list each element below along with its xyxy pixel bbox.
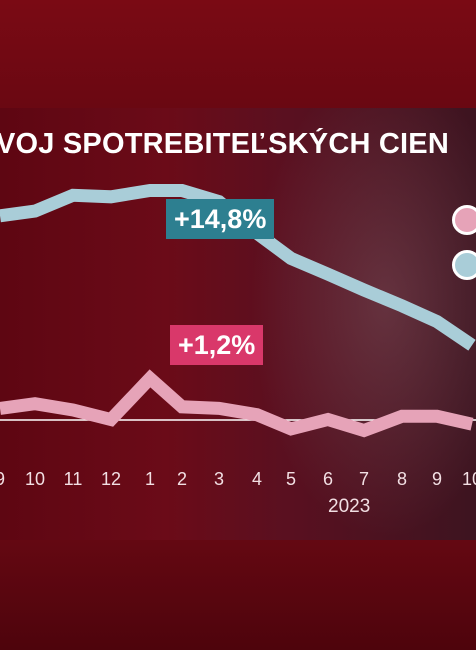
x-tick-label: 10 xyxy=(25,469,45,489)
x-tick-label: 11 xyxy=(64,469,83,489)
x-tick-label: 5 xyxy=(286,469,296,489)
bottom-background xyxy=(0,540,476,650)
lower-change-badge: +1,2% xyxy=(170,325,264,365)
x-tick-label: 6 xyxy=(323,469,333,489)
x-tick-label: 3 xyxy=(214,469,224,489)
lower-series-line xyxy=(0,369,474,438)
chart-panel xyxy=(0,108,476,540)
legend-dot-upper xyxy=(452,250,476,280)
chart-title: VOJ SPOTREBITEĽSKÝCH CIEN xyxy=(0,128,449,160)
x-tick-label: 4 xyxy=(252,469,262,489)
x-tick-label: 7 xyxy=(359,469,369,489)
x-tick-label: 2 xyxy=(177,469,187,489)
top-background xyxy=(0,0,476,108)
legend-dot-lower xyxy=(452,205,476,235)
x-tick-label: 9 xyxy=(0,469,5,489)
x-tick-label: 8 xyxy=(397,469,407,489)
x-tick-label: 12 xyxy=(101,469,121,489)
year-label: 2023 xyxy=(328,496,371,517)
upper-change-badge: +14,8% xyxy=(166,199,275,239)
x-tick-label: 10 xyxy=(462,469,476,489)
x-tick-label: 9 xyxy=(432,469,442,489)
x-tick-label: 1 xyxy=(145,469,155,489)
